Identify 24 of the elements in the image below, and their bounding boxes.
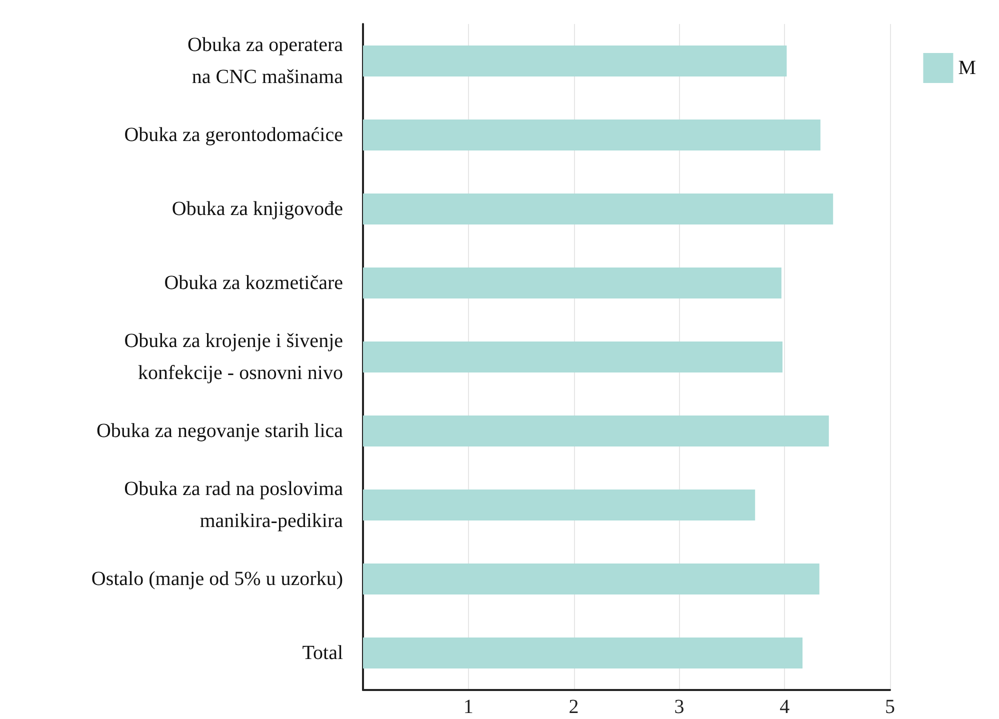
legend-label: M <box>958 57 976 79</box>
y-tick-label: Obuka za knjigovođe <box>172 198 344 220</box>
y-tick-label: Obuka za gerontodomaćice <box>124 124 344 146</box>
x-tick-label: 4 <box>780 696 790 718</box>
y-tick-label: Obuka za rad na poslovima manikira-pedikira <box>124 478 344 532</box>
x-tick-label: 5 <box>885 696 895 718</box>
bar <box>363 119 820 151</box>
y-tick-label: Total <box>302 642 344 664</box>
y-tick-label: Obuka za operatera na CNC mašinama <box>188 34 344 88</box>
bar <box>363 193 834 225</box>
y-tick-label: Obuka za negovanje starih lica <box>96 420 344 442</box>
y-tick-label: Ostalo (manje od 5% u uzorku) <box>91 568 343 590</box>
x-tick-label: 3 <box>674 696 684 718</box>
x-tick-label: 2 <box>568 696 579 718</box>
y-tick-label: Obuka za krojenje i šivenje konfekcije - osnovni nivo <box>124 330 344 384</box>
bar <box>363 563 820 595</box>
bar <box>363 341 782 373</box>
y-tick-label: Obuka za kozmetičare <box>164 272 344 294</box>
bar <box>363 637 803 669</box>
bar <box>363 415 829 447</box>
bar <box>363 45 787 77</box>
bar <box>363 267 782 299</box>
bar <box>363 489 756 521</box>
x-tick-label: 1 <box>463 696 474 718</box>
